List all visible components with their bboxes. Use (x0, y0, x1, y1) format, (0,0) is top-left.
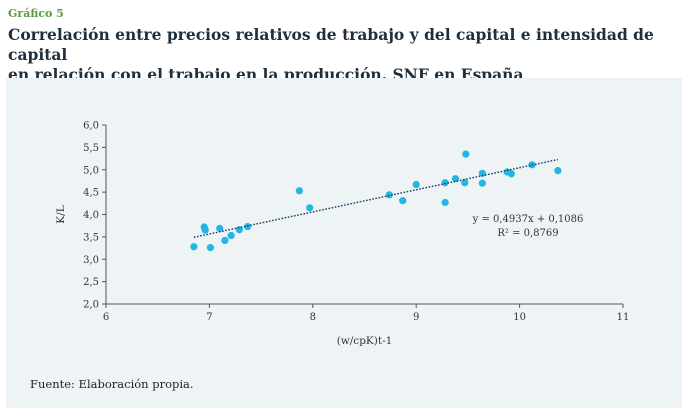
x-tick-label: 8 (310, 312, 316, 323)
figure-source: Fuente: Elaboración propia. (30, 377, 194, 391)
data-point (478, 179, 486, 187)
data-point (385, 191, 393, 199)
data-point (216, 224, 224, 232)
y-tick-label: 3,5 (83, 232, 99, 243)
data-point (306, 204, 314, 212)
data-point (478, 169, 486, 177)
data-point (227, 231, 235, 240)
x-tick-label: 6 (103, 312, 109, 323)
x-tick-label: 7 (206, 312, 212, 323)
x-tick-label: 9 (413, 312, 419, 323)
data-point (554, 167, 562, 175)
data-point (235, 226, 243, 234)
data-point (399, 197, 407, 205)
data-point (295, 187, 303, 195)
data-point (244, 222, 252, 231)
trendline-r2: R² = 0,8769 (497, 228, 558, 239)
y-tick-label: 2,5 (83, 277, 99, 288)
x-tick-label: 10 (513, 312, 526, 323)
data-point (507, 170, 515, 178)
scatter-chart: 2,0 2,5 3,0 3,5 4,0 4,5 5,0 5,5 6,0 6 7 8 9 10 11 (w/cp… (55, 121, 630, 348)
data-point (221, 236, 229, 245)
y-tick-label: 2,0 (83, 300, 99, 311)
x-axis-title: (w/cpK)t-1 (337, 335, 393, 347)
y-tick-label: 6,0 (83, 121, 99, 132)
trendline (193, 158, 559, 238)
data-point (441, 179, 449, 187)
figure-title-line-1: Correlación entre precios relativos de t… (8, 25, 654, 64)
y-tick-label: 3,0 (83, 255, 99, 266)
data-point (190, 243, 198, 251)
trendline-equation: y = 0,4937x + 0,1086 (472, 214, 584, 225)
figure-title: Correlación entre precios relativos de t… (8, 25, 678, 85)
x-tick-label: 11 (617, 312, 630, 323)
y-tick-label: 4,0 (83, 210, 99, 221)
figure-label: Gráfico 5 (8, 7, 64, 20)
y-axis-title: K/L (55, 205, 67, 223)
data-point (461, 179, 469, 187)
chart-panel: 2,0 2,5 3,0 3,5 4,0 4,5 5,0 5,5 6,0 6 7 8 9 10 11 (w/cp… (6, 78, 682, 408)
data-point (201, 226, 209, 234)
data-point (412, 180, 420, 189)
data-point (462, 150, 470, 158)
y-tick-label: 4,5 (83, 188, 99, 199)
y-tick-label: 5,0 (83, 165, 99, 176)
data-point (441, 198, 449, 207)
data-point (206, 244, 215, 252)
y-tick-label: 5,5 (83, 143, 99, 154)
